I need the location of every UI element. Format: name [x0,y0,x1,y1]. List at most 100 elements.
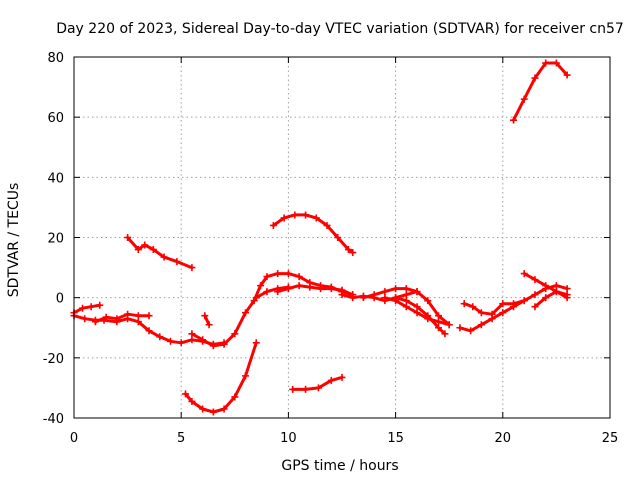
data-point [209,408,217,416]
series-line [184,341,258,414]
grid [74,57,610,418]
data-point [531,291,539,299]
data-point [209,342,217,350]
series-line [533,290,569,309]
data-point [510,303,518,311]
data-point [520,95,528,103]
data-point [424,312,432,320]
data-point [499,309,507,317]
data-point [317,285,325,293]
data-point [188,330,196,338]
series-sat-m [359,285,453,329]
data-point [274,270,282,278]
data-point [134,312,142,320]
data-point [295,282,303,290]
data-point [91,318,99,326]
y-tick-label: 60 [47,111,64,126]
x-tick-label: 25 [602,431,619,446]
data-point [531,303,539,311]
data-point [563,294,571,302]
data-point [327,376,335,384]
data-point [199,336,207,344]
data-point [349,294,357,302]
data-point [201,312,209,320]
data-point [87,303,95,311]
series-line [190,285,290,348]
data-point [242,309,250,317]
data-point [413,303,421,311]
data-point [231,330,239,338]
data-point [323,221,331,229]
x-axis-label: GPS time / hours [281,458,398,474]
data-point [520,270,528,278]
series-sat-t [510,59,571,124]
data-point [381,288,389,296]
data-point [220,340,228,348]
data-point [402,291,410,299]
data-point [134,318,142,326]
data-point [402,297,410,305]
data-point [113,315,121,323]
data-point [102,313,110,321]
data-point [160,253,168,261]
data-point [291,211,299,219]
data-point [477,321,485,329]
data-point [199,405,207,413]
data-point [250,297,258,305]
data-point [434,318,442,326]
data-point [145,312,153,320]
data-point [284,285,292,293]
x-tick-label: 10 [280,431,297,446]
data-point [531,276,539,284]
x-tick-label: 15 [387,431,404,446]
data-point [477,309,485,317]
data-point [242,372,250,380]
data-point [231,393,239,401]
data-point [413,288,421,296]
data-point [306,283,314,291]
data-point [370,291,378,299]
data-point [134,246,142,254]
data-point [434,324,442,332]
data-point [188,264,196,272]
data-point [338,373,346,381]
data-point [499,300,507,308]
x-tick-label: 5 [177,431,185,446]
y-tick-label: 0 [56,292,64,307]
series-sat-s [531,288,571,311]
data-point [542,59,550,67]
data-point [402,285,410,293]
data-point [314,384,322,392]
data-point [381,294,389,302]
series-sat-k [289,373,346,393]
data-point [327,285,335,293]
data-point [334,234,342,241]
data-point [220,405,228,413]
series-sat-f [201,312,213,329]
data-point [312,214,320,222]
y-tick-label: 80 [47,51,64,66]
y-tick-label: 40 [47,171,64,186]
series-layer [70,59,571,416]
data-point [181,390,189,398]
data-point [349,249,357,257]
data-point [563,71,571,79]
data-point [467,327,475,335]
data-point [96,301,104,309]
y-tick-label: -20 [43,352,64,367]
chart-title: Day 220 of 2023, Sidereal Day-to-day VTE… [56,21,624,37]
series-sat-c [91,310,153,326]
data-point [269,221,277,229]
axis-ticks [73,56,611,419]
data-point [173,258,181,266]
data-point [456,324,464,332]
data-point [552,282,560,290]
data-point [156,333,164,341]
data-point [263,273,271,281]
data-point [402,303,410,311]
series-sat-e [181,339,260,416]
x-tick-label: 20 [495,431,512,446]
data-point [488,315,496,323]
